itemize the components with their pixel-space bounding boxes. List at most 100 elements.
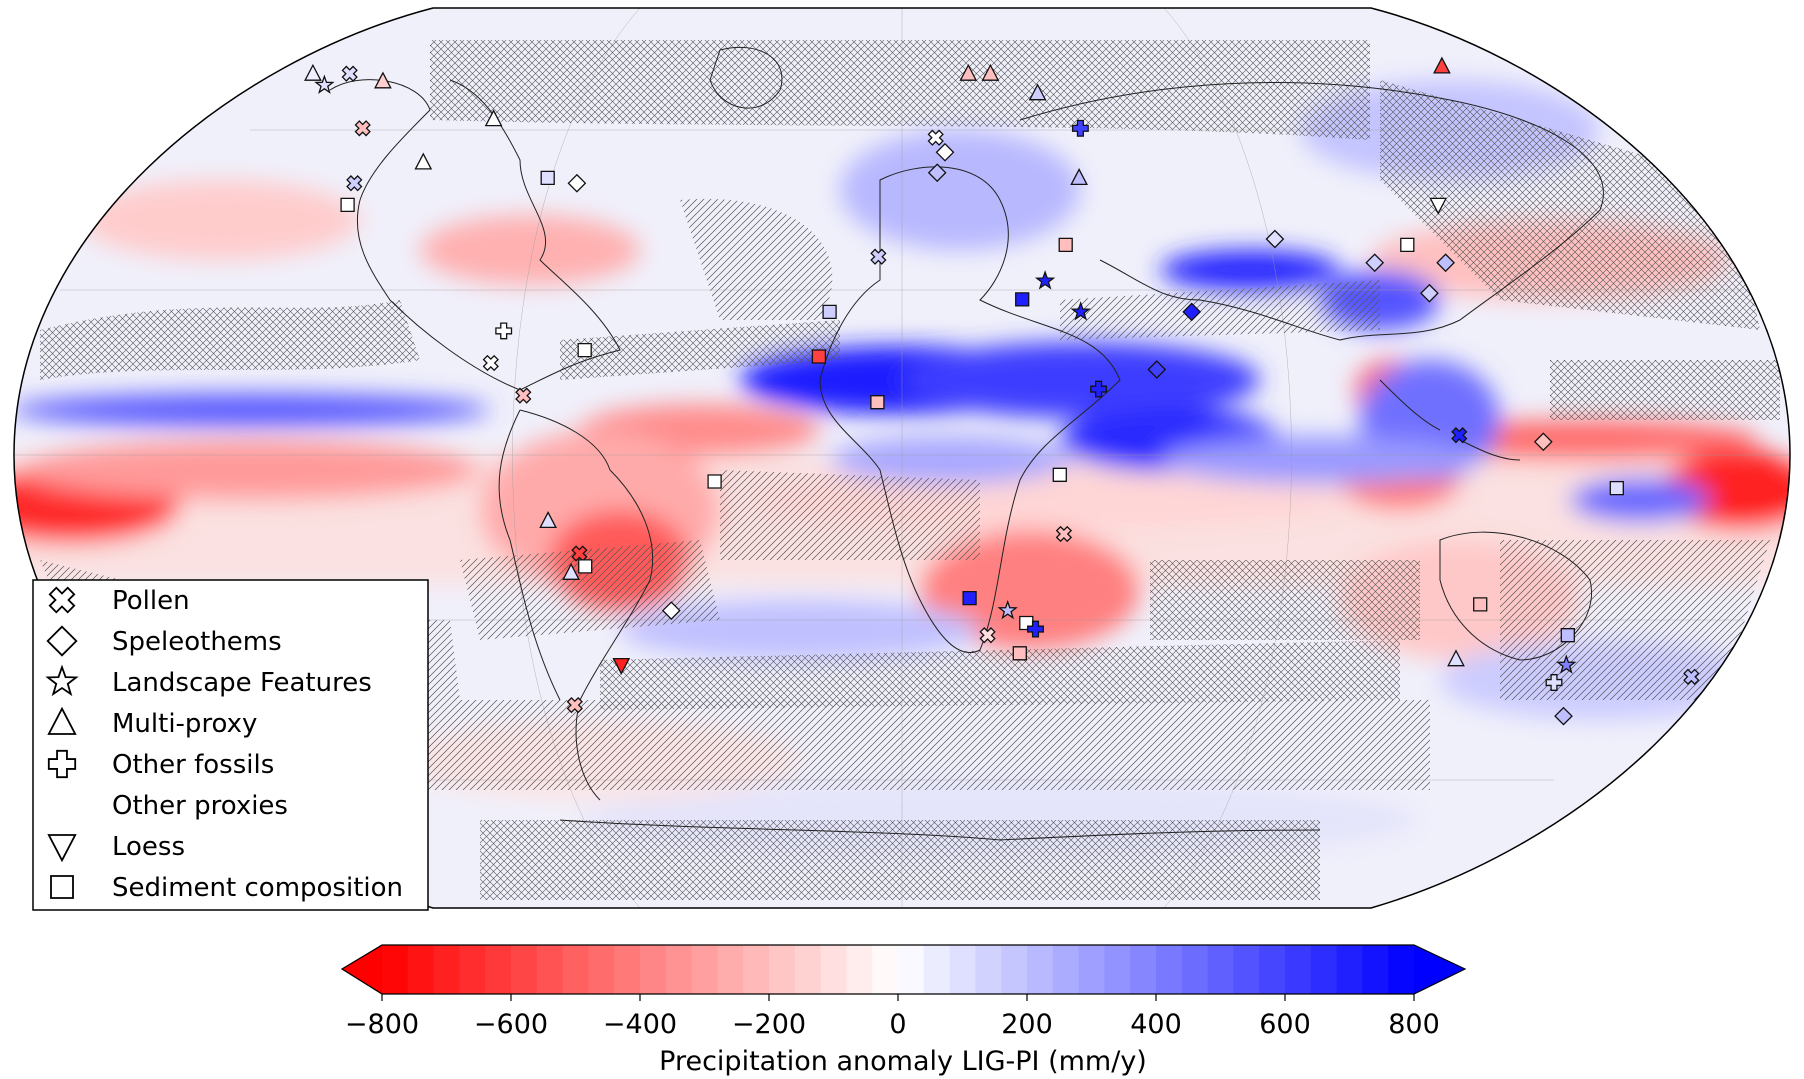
proxy-marker-multi-proxy xyxy=(1070,168,1088,186)
colorbar-tick-label: −800 xyxy=(345,1009,419,1040)
proxy-marker-speleothems xyxy=(1554,706,1573,726)
colorbar-cell xyxy=(898,945,925,994)
colorbar-cell xyxy=(485,945,512,994)
colorbar-cell xyxy=(1310,945,1338,994)
proxy-marker-sediment-composition xyxy=(1400,237,1415,253)
legend-item-other-fossils: Other fossils xyxy=(47,749,274,780)
proxy-marker-pollen xyxy=(927,129,944,146)
colorbar-cell xyxy=(1207,945,1234,994)
proxy-marker-pollen xyxy=(870,248,887,265)
proxy-marker-sediment-composition xyxy=(1015,292,1030,307)
colorbar-cell xyxy=(717,945,744,994)
legend-item-multi-proxy: Multi-proxy xyxy=(47,706,257,739)
colorbar-cell xyxy=(536,945,564,994)
proxy-marker-multi-proxy xyxy=(414,152,433,170)
proxy-marker-speleothems xyxy=(1420,283,1439,303)
colorbar-cell xyxy=(1285,945,1312,994)
legend-label: Multi-proxy xyxy=(112,709,257,739)
colorbar-cell xyxy=(872,945,899,994)
legend-square-icon xyxy=(50,875,74,899)
legend-item-other-proxies: Other proxies xyxy=(112,791,288,821)
legend-item-sediment-composition: Sediment composition xyxy=(50,873,403,903)
proxy-marker-speleothems xyxy=(1265,229,1285,249)
legend-x-cross-icon xyxy=(48,586,76,614)
colorbar-scale xyxy=(342,945,1465,994)
legend-triangle-down-icon xyxy=(47,834,77,863)
proxy-marker-sediment-composition xyxy=(1058,237,1073,253)
proxy-marker-other-fossils xyxy=(495,322,513,340)
proxy-marker-speleothems xyxy=(1147,360,1167,379)
proxy-marker-pollen xyxy=(1451,427,1468,444)
proxy-marker-sediment-composition xyxy=(707,474,722,489)
proxy-marker-multi-proxy xyxy=(484,109,503,127)
colorbar-cell xyxy=(1027,945,1054,994)
proxy-marker-sediment-composition xyxy=(540,170,555,186)
colorbar-cell xyxy=(923,945,951,994)
proxy-marker-speleothems xyxy=(1365,253,1385,273)
proxy-marker-pollen xyxy=(979,627,996,644)
legend-diamond-icon xyxy=(46,625,78,657)
proxy-marker-multi-proxy xyxy=(1447,649,1465,667)
legend-box xyxy=(32,579,429,911)
colorbar-tick-label: −200 xyxy=(732,1009,806,1040)
colorbar-tick-label: 600 xyxy=(1259,1009,1311,1040)
proxy-marker-speleothems xyxy=(567,173,587,193)
proxy-marker-multi-proxy xyxy=(981,63,1000,81)
proxy-marker-landscape-features xyxy=(1034,270,1056,290)
proxy-marker-loess xyxy=(1429,197,1448,215)
proxy-marker-sediment-composition xyxy=(340,197,355,213)
proxy-marker-pollen xyxy=(346,175,363,192)
colorbar-extend-min xyxy=(342,945,382,994)
legend-item-pollen: Pollen xyxy=(48,586,190,616)
colorbar-cell xyxy=(1259,945,1286,994)
legend: Pollen Speleothems Landscape Features Multi… xyxy=(32,579,429,911)
legend-label: Landscape Features xyxy=(112,668,372,698)
proxy-marker-speleothems xyxy=(661,601,681,620)
proxy-marker-other-fossils xyxy=(1545,674,1563,691)
legend-item-landscape-features: Landscape Features xyxy=(45,664,372,698)
proxy-marker-sediment-composition xyxy=(1560,628,1575,643)
colorbar-cell xyxy=(640,945,667,994)
colorbar-tick-label: 400 xyxy=(1130,1009,1182,1040)
colorbar-tick-label: 200 xyxy=(1001,1009,1053,1040)
colorbar-cell xyxy=(1233,945,1260,994)
colorbar-cell xyxy=(1336,945,1363,994)
proxy-marker-pollen xyxy=(571,545,588,562)
proxy-marker-pollen xyxy=(515,387,532,404)
colorbar-tick-label: −600 xyxy=(474,1009,548,1040)
legend-plus-icon xyxy=(47,749,77,779)
colorbar-cell xyxy=(1052,945,1080,994)
proxy-marker-multi-proxy xyxy=(959,63,978,81)
proxy-marker-sediment-composition xyxy=(822,304,837,320)
legend-label: Other proxies xyxy=(112,791,288,821)
proxy-marker-multi-proxy xyxy=(1028,83,1047,101)
proxy-markers xyxy=(304,56,1700,726)
proxy-marker-sediment-composition xyxy=(811,349,827,364)
colorbar-cell xyxy=(433,945,460,994)
proxy-marker-speleothems xyxy=(927,163,947,183)
proxy-marker-pollen xyxy=(1055,525,1073,543)
colorbar-cell xyxy=(562,945,589,994)
proxy-marker-multi-proxy xyxy=(374,71,392,89)
proxy-marker-sediment-composition xyxy=(577,342,592,358)
colorbar-cell xyxy=(614,945,641,994)
proxy-marker-pollen xyxy=(1683,668,1700,685)
colorbar-cell xyxy=(1104,945,1131,994)
proxy-marker-sediment-composition xyxy=(1473,597,1488,612)
colorbar: −800 −600 −400 −200 0 200 400 600 800 Precipitat… xyxy=(340,944,1467,1077)
proxy-marker-speleothems xyxy=(1182,302,1202,322)
colorbar-tick-label: 800 xyxy=(1388,1009,1440,1040)
legend-label: Speleothems xyxy=(112,627,282,657)
colorbar-cell xyxy=(820,945,847,994)
colorbar-cell xyxy=(769,945,796,994)
proxy-marker-sediment-composition xyxy=(1012,646,1027,661)
colorbar-cell xyxy=(1078,945,1105,994)
proxy-marker-pollen xyxy=(354,120,371,137)
legend-item-loess: Loess xyxy=(47,832,185,863)
colorbar-cell xyxy=(665,945,693,994)
colorbar-cell xyxy=(975,945,1002,994)
legend-item-speleothems: Speleothems xyxy=(46,625,282,657)
colorbar-cell xyxy=(511,945,538,994)
proxy-marker-multi-proxy xyxy=(1433,56,1451,74)
